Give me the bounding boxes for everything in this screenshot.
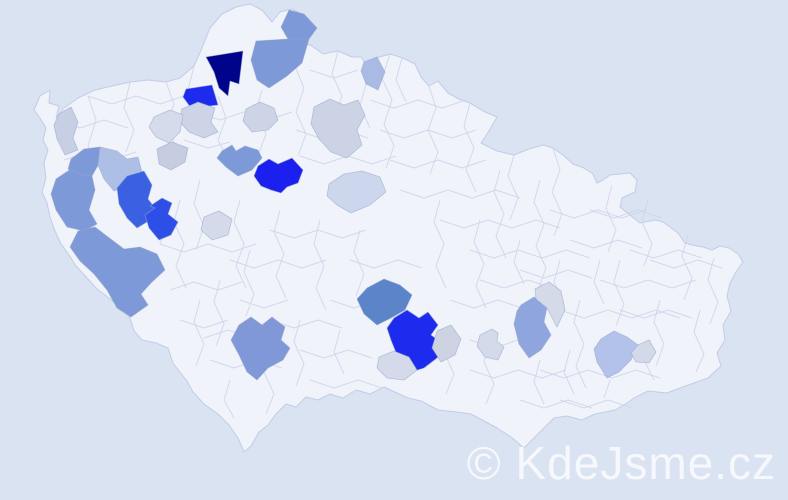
district-chomutov[interactable] <box>53 106 79 156</box>
district-border-line <box>589 209 663 219</box>
district-border-line <box>293 319 305 387</box>
district-ceska-lipa[interactable] <box>250 38 310 89</box>
district-border-line <box>379 129 477 139</box>
district-border-line <box>573 299 587 389</box>
district-border-line <box>399 189 521 199</box>
district-border-line <box>593 259 605 305</box>
district-kladno[interactable] <box>216 144 263 177</box>
district-border-line <box>193 299 205 367</box>
district-border-line <box>513 239 525 285</box>
district-havlickuv-brod[interactable] <box>356 278 413 326</box>
district-border-line <box>539 369 661 379</box>
district-border-line <box>369 99 467 109</box>
district-border-line <box>629 249 703 259</box>
district-brno-east[interactable] <box>630 339 657 364</box>
district-border-line <box>563 349 575 395</box>
district-border-line <box>333 329 345 375</box>
district-border-line <box>653 299 665 367</box>
district-border-line <box>507 154 519 221</box>
district-border-line <box>309 379 383 389</box>
district-cheb[interactable] <box>50 168 98 232</box>
district-telc[interactable] <box>376 350 418 381</box>
district-louny[interactable] <box>178 101 219 139</box>
district-border-line <box>233 199 247 289</box>
district-zdar-north[interactable] <box>534 281 566 328</box>
district-border-line <box>183 139 231 149</box>
district-domazlice-klatovy[interactable] <box>69 226 166 318</box>
district-border-line <box>681 234 693 301</box>
district-border-line <box>533 359 545 405</box>
district-border-line <box>613 259 625 327</box>
district-border-line <box>551 147 563 237</box>
district-border-line <box>213 279 225 347</box>
district-border-line <box>159 243 257 253</box>
district-border-line <box>559 399 633 409</box>
district-border-line <box>239 299 289 309</box>
district-border-line <box>473 219 487 309</box>
district-border-line <box>217 95 227 153</box>
district-border-line <box>313 219 327 311</box>
district-border-line <box>299 349 373 359</box>
district-praha[interactable] <box>253 157 304 194</box>
district-jablonec[interactable] <box>360 56 386 91</box>
district-border-line <box>243 249 255 317</box>
district-border-line <box>173 199 187 289</box>
district-border-line <box>269 229 367 239</box>
district-teplice[interactable] <box>205 50 244 97</box>
district-border-line <box>193 179 205 251</box>
district-border-line <box>123 81 135 153</box>
district-border-line <box>519 399 593 409</box>
district-border-line <box>179 319 229 329</box>
district-border-line <box>693 309 705 373</box>
district-border-line <box>349 259 423 269</box>
district-border-line <box>309 69 359 79</box>
district-border-line <box>603 379 611 399</box>
district-pribram[interactable] <box>200 210 233 241</box>
district-border-line <box>463 102 477 193</box>
district-border-line <box>479 279 553 289</box>
district-brno-venkov[interactable] <box>593 330 639 379</box>
district-border-line <box>169 281 243 291</box>
district-ceske-budejovice[interactable] <box>230 316 291 381</box>
district-border-line <box>533 179 547 291</box>
district-border-line <box>449 299 523 309</box>
district-border-line <box>619 309 693 319</box>
district-border-line <box>395 57 407 103</box>
district-trebic-west[interactable] <box>431 324 462 363</box>
district-border-line <box>641 199 653 267</box>
district-plzen-mesto[interactable] <box>144 197 179 241</box>
district-trebic-east[interactable] <box>476 328 505 361</box>
district-zatec[interactable] <box>156 141 189 171</box>
district-border-line <box>469 249 591 259</box>
district-border-line <box>433 199 447 289</box>
district-border-line <box>269 319 343 329</box>
district-border-line <box>469 369 567 379</box>
district-border-line <box>223 379 235 419</box>
district-border-line <box>493 169 507 259</box>
district-border-line <box>519 269 593 279</box>
district-kolin[interactable] <box>326 170 387 214</box>
district-border-line <box>649 259 723 269</box>
district-border-line <box>273 209 287 299</box>
district-border-line <box>389 159 487 169</box>
district-border-line <box>605 184 617 253</box>
district-mlada-boleslav[interactable] <box>310 98 366 159</box>
district-melnik[interactable] <box>242 101 279 133</box>
district-border-line <box>87 95 185 105</box>
district-border-line <box>569 239 643 249</box>
district-border-line <box>707 257 719 325</box>
district-border-line <box>549 209 647 219</box>
district-rakovnik[interactable] <box>148 109 184 144</box>
